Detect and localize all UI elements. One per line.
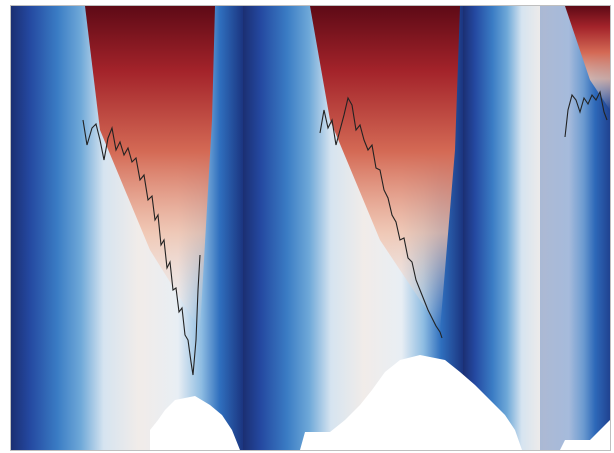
red-wedge <box>565 6 610 110</box>
white-mounds <box>150 355 610 450</box>
trace-line <box>564 90 608 138</box>
mound <box>150 396 240 450</box>
band-period <box>463 6 610 450</box>
trace-line <box>319 96 443 339</box>
trace-line <box>82 119 201 376</box>
mound <box>560 420 610 450</box>
red-wedges <box>85 6 610 330</box>
red-wedge <box>85 6 215 330</box>
trace-lines <box>82 90 608 376</box>
frame <box>10 5 611 451</box>
mound <box>300 355 522 450</box>
red-wedge <box>310 6 460 330</box>
